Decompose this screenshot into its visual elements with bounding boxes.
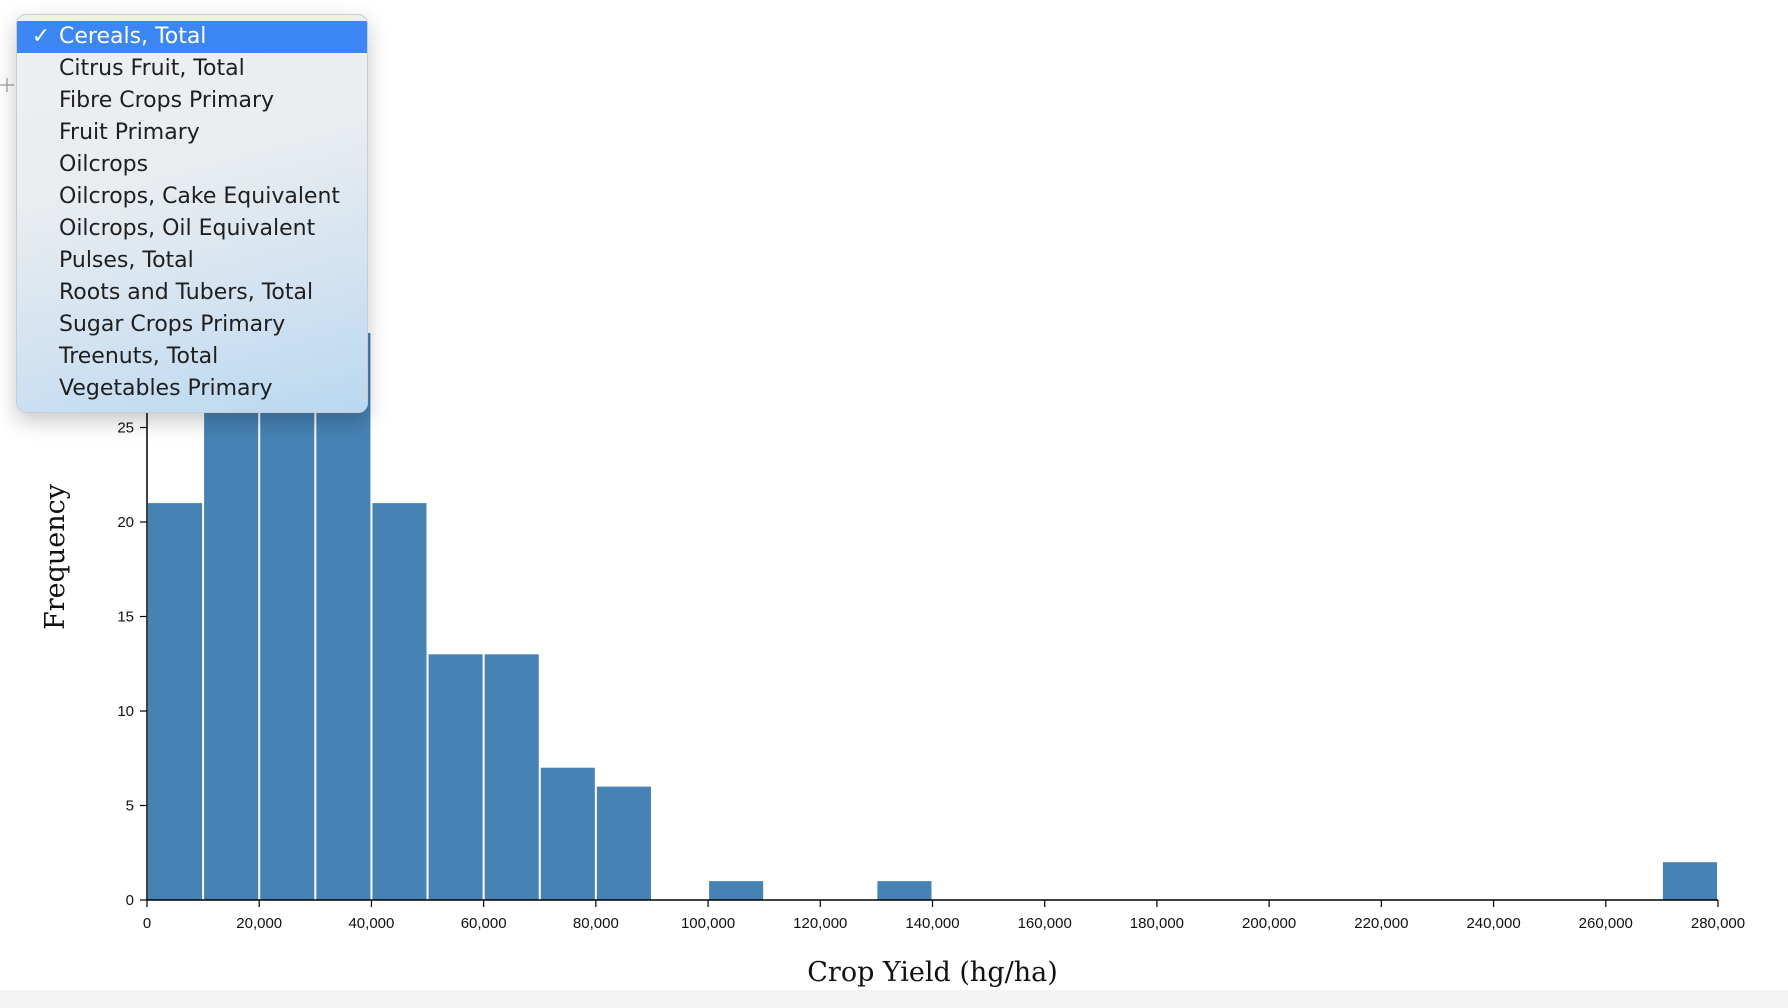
histogram-bar bbox=[372, 503, 427, 900]
histogram-bar bbox=[428, 654, 483, 900]
histogram-bar bbox=[148, 503, 203, 900]
y-tick-label: 5 bbox=[126, 798, 134, 815]
x-tick-label: 260,000 bbox=[1579, 915, 1633, 932]
x-tick-label: 0 bbox=[143, 915, 151, 932]
x-tick-label: 60,000 bbox=[461, 915, 507, 932]
crop-option[interactable]: Fibre Crops Primary bbox=[17, 85, 367, 117]
histogram-bar bbox=[484, 654, 539, 900]
histogram-bar bbox=[204, 333, 259, 900]
histogram-bar bbox=[877, 881, 932, 900]
x-tick-label: 160,000 bbox=[1018, 915, 1072, 932]
x-tick-label: 140,000 bbox=[905, 915, 959, 932]
histogram-bar bbox=[540, 767, 595, 900]
y-tick-label: 10 bbox=[117, 703, 134, 720]
y-tick-label: 0 bbox=[126, 892, 134, 909]
crop-option[interactable]: Vegetables Primary bbox=[17, 373, 367, 405]
crop-option[interactable]: Oilcrops, Cake Equivalent bbox=[17, 181, 367, 213]
crop-options-list: ✓ Cereals, Total Citrus Fruit, Total Fibre … bbox=[17, 15, 367, 405]
x-tick-label: 240,000 bbox=[1466, 915, 1520, 932]
crop-option[interactable]: Oilcrops bbox=[17, 149, 367, 181]
crop-option-label: Treenuts, Total bbox=[59, 344, 219, 369]
crop-option[interactable]: ✓ Cereals, Total bbox=[17, 21, 367, 53]
crop-option[interactable]: Oilcrops, Oil Equivalent bbox=[17, 213, 367, 245]
crop-option-label: Citrus Fruit, Total bbox=[59, 56, 245, 81]
histogram-bar bbox=[709, 881, 764, 900]
x-tick-label: 280,000 bbox=[1691, 915, 1745, 932]
bars-layer bbox=[148, 333, 1717, 900]
histogram-bar bbox=[260, 333, 315, 900]
crop-option-label: Sugar Crops Primary bbox=[59, 312, 286, 337]
x-tick-label: 40,000 bbox=[348, 915, 394, 932]
crop-option-label: Cereals, Total bbox=[59, 24, 207, 49]
crop-option-label: Oilcrops, Cake Equivalent bbox=[59, 184, 341, 209]
x-tick-label: 180,000 bbox=[1130, 915, 1184, 932]
crosshair-icon bbox=[0, 78, 14, 92]
crop-select-popup[interactable]: ✓ Cereals, Total Citrus Fruit, Total Fibre … bbox=[16, 14, 368, 413]
crop-option[interactable]: Citrus Fruit, Total bbox=[17, 53, 367, 85]
crop-option[interactable]: Fruit Primary bbox=[17, 117, 367, 149]
crop-option[interactable]: Roots and Tubers, Total bbox=[17, 277, 367, 309]
axes-layer: 0 20,000 40,000 60,000 80,000 100,000 120,000 1… bbox=[117, 318, 1745, 932]
histogram-bar bbox=[596, 786, 651, 900]
crop-option-label: Fruit Primary bbox=[59, 120, 200, 145]
crop-option[interactable]: Pulses, Total bbox=[17, 245, 367, 277]
histogram-bar bbox=[1662, 862, 1717, 900]
crop-option[interactable]: Sugar Crops Primary bbox=[17, 309, 367, 341]
crop-option-label: Oilcrops bbox=[59, 152, 149, 177]
bottom-strip bbox=[0, 990, 1788, 1008]
crop-option-label: Fibre Crops Primary bbox=[59, 88, 275, 113]
x-tick-label: 20,000 bbox=[236, 915, 282, 932]
crop-option-label: Pulses, Total bbox=[59, 248, 194, 273]
crop-option-label: Roots and Tubers, Total bbox=[59, 280, 314, 305]
y-axis-title: Frequency bbox=[40, 483, 71, 630]
y-tick-label: 15 bbox=[117, 609, 134, 626]
x-tick-label: 80,000 bbox=[573, 915, 619, 932]
crop-option[interactable]: Treenuts, Total bbox=[17, 341, 367, 373]
x-tick-label: 200,000 bbox=[1242, 915, 1296, 932]
x-tick-label: 220,000 bbox=[1354, 915, 1408, 932]
histogram-bar bbox=[316, 333, 371, 900]
crop-option-label: Oilcrops, Oil Equivalent bbox=[59, 216, 316, 241]
x-tick-label: 120,000 bbox=[793, 915, 847, 932]
crop-option-label: Vegetables Primary bbox=[59, 376, 273, 401]
y-tick-label: 20 bbox=[117, 514, 134, 531]
x-axis-title: Crop Yield (hg/ha) bbox=[807, 957, 1057, 988]
y-tick-label: 25 bbox=[117, 420, 134, 437]
checkmark-icon: ✓ bbox=[31, 24, 51, 49]
x-tick-label: 100,000 bbox=[681, 915, 735, 932]
